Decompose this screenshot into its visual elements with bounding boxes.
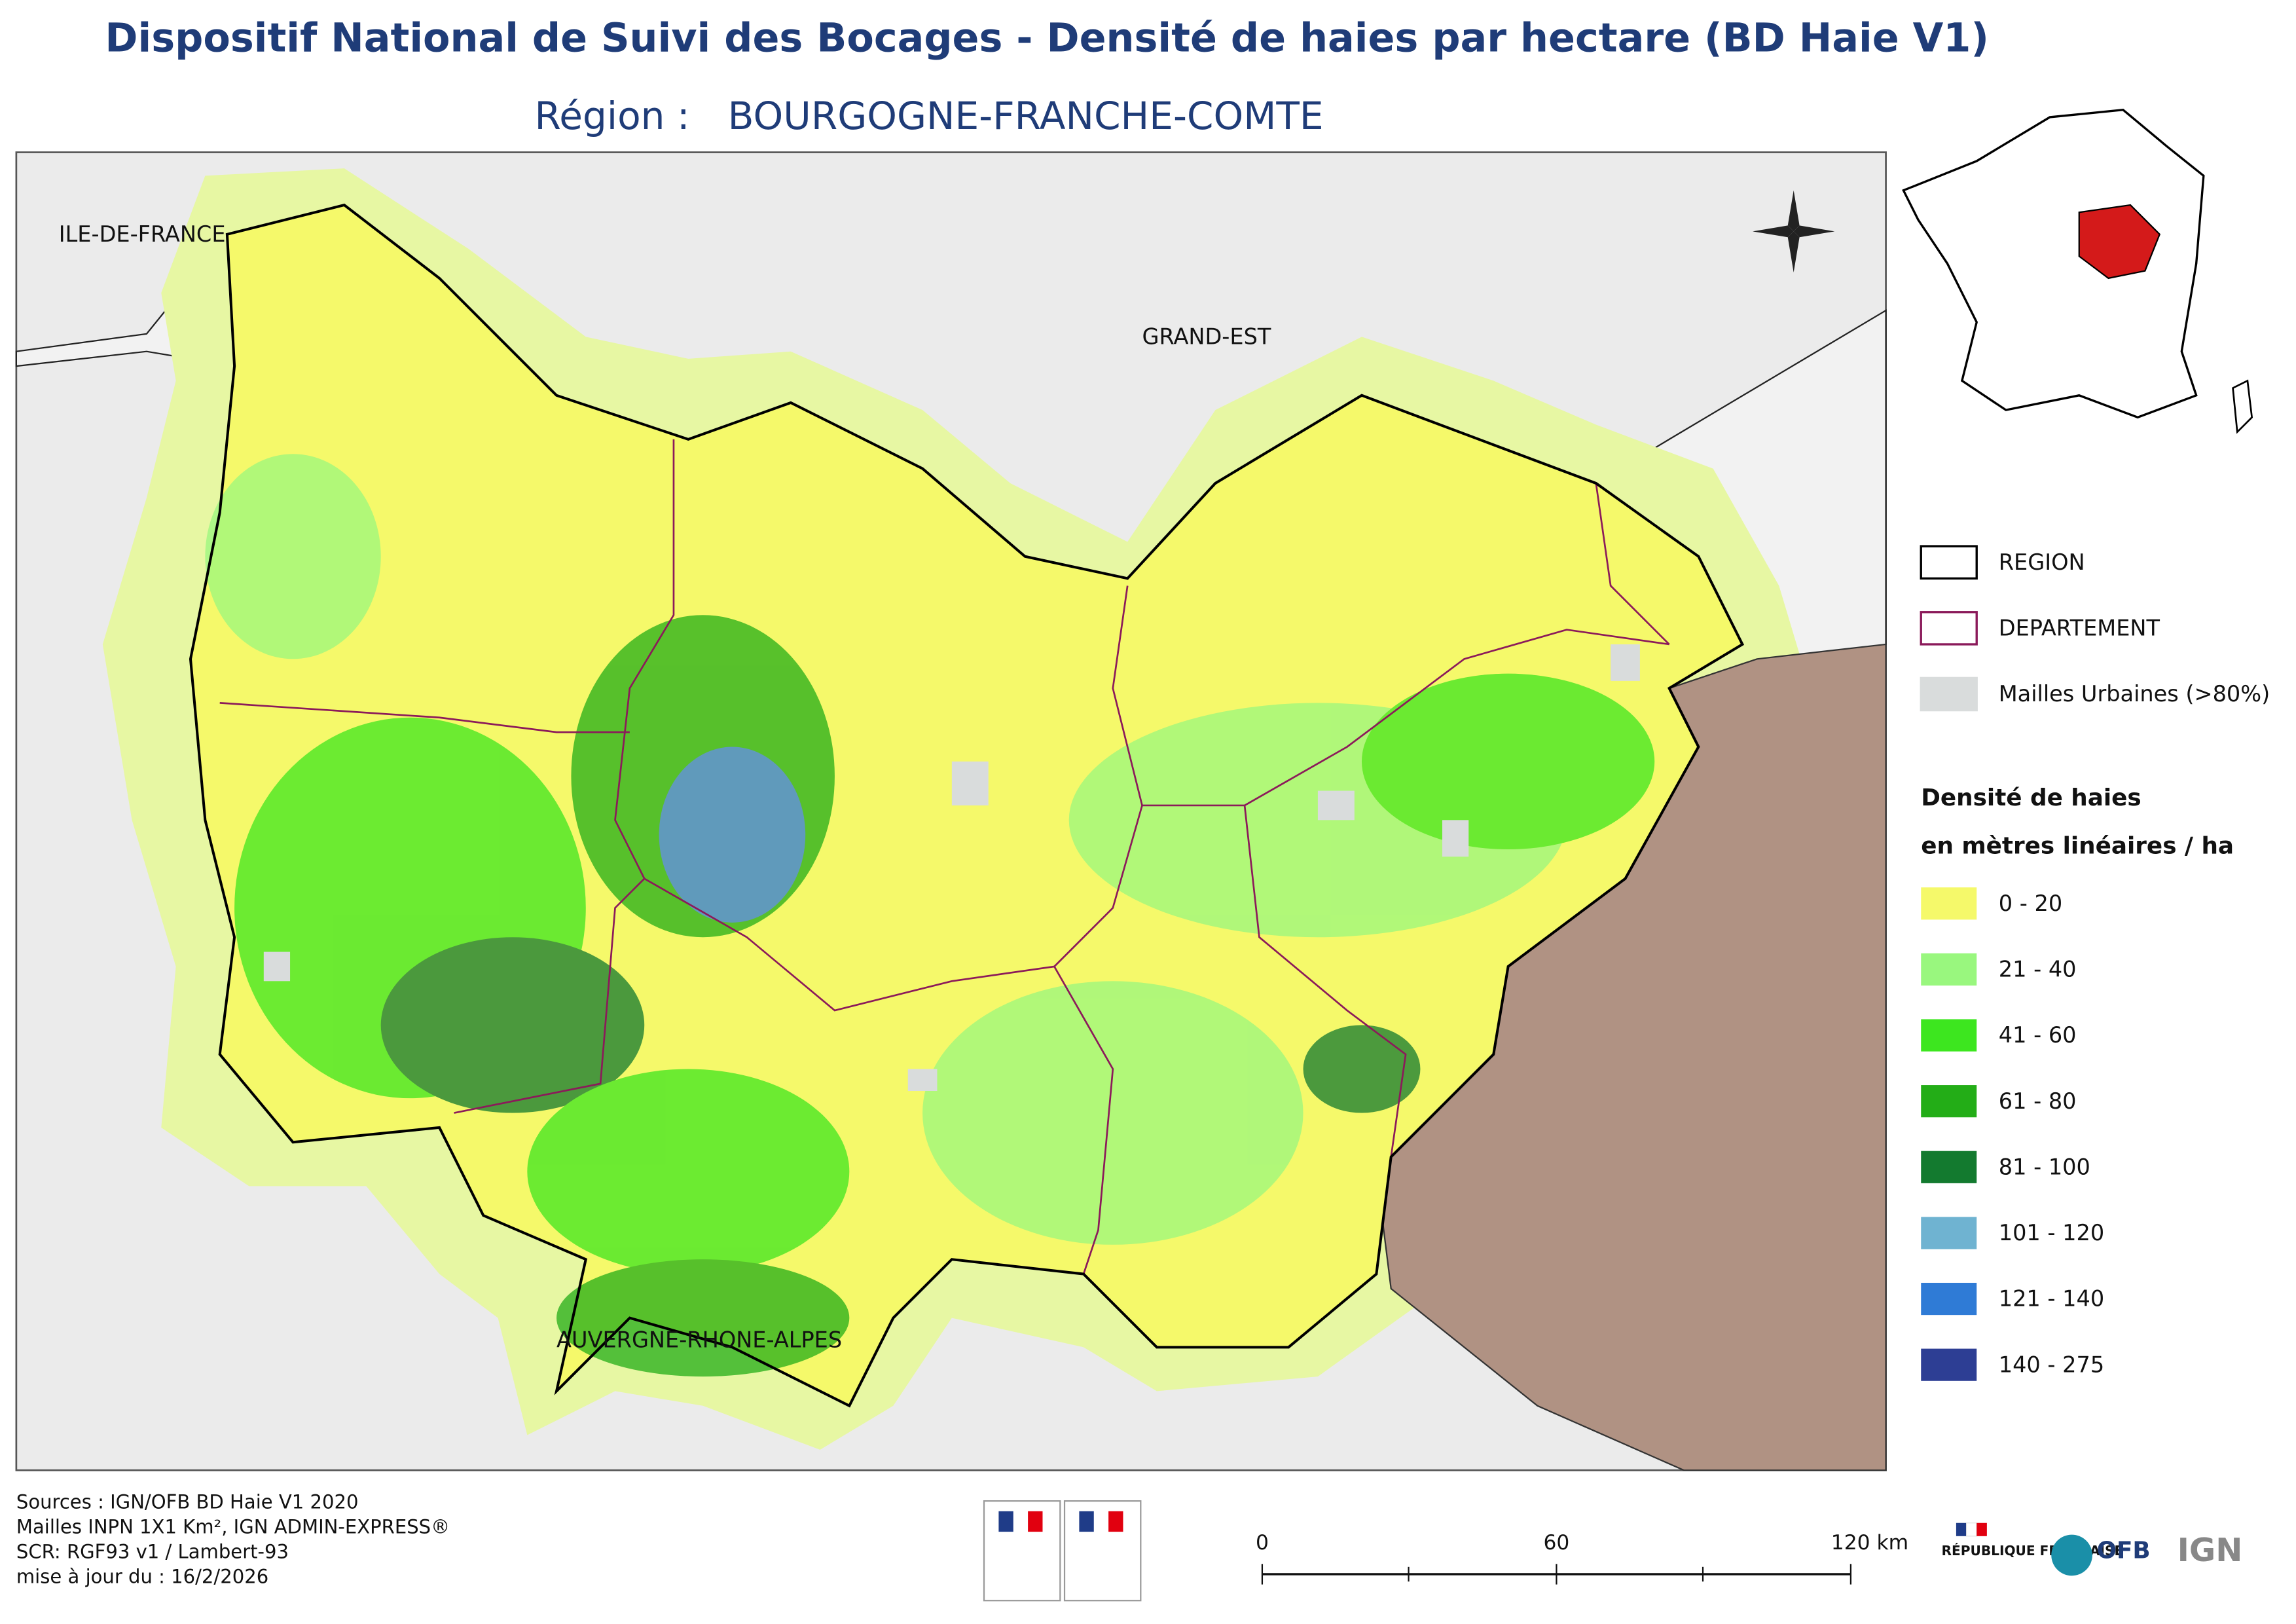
department-boundary xyxy=(454,877,646,1114)
scale-label: 0 xyxy=(1256,1531,1269,1555)
legend-swatch xyxy=(1920,545,1978,580)
legend-label: REGION xyxy=(1999,549,2085,575)
legend-label: 140 - 275 xyxy=(1999,1352,2104,1377)
legend-label: 41 - 60 xyxy=(1999,1022,2077,1048)
locator-map xyxy=(1902,108,2253,434)
region-boundary xyxy=(189,203,1745,1408)
department-boundary xyxy=(1595,483,1670,645)
scale-label: 60 xyxy=(1543,1531,1569,1555)
logo-text: RÉPUBLIQUE FRANÇAISE xyxy=(1942,1543,2124,1559)
legend-swatch xyxy=(1921,1085,1977,1118)
legend-swatch xyxy=(1921,1348,1977,1381)
place-label: ILE-DE-FRANCE xyxy=(59,221,226,247)
department-boundary xyxy=(219,702,630,733)
legend-swatch xyxy=(1921,887,1977,920)
scale-label: 120 km xyxy=(1831,1531,1908,1555)
legend: Densité de haies en mètres linéaires / h… xyxy=(1920,545,2270,1381)
legend-swatch xyxy=(1921,1019,1977,1052)
logo-text: IGN xyxy=(2178,1531,2243,1569)
legend-title: en mètres linéaires / ha xyxy=(1921,833,2234,860)
legend-swatch xyxy=(1921,1151,1977,1183)
legend-swatch xyxy=(1921,1217,1977,1249)
place-label: GRAND-EST xyxy=(1142,324,1271,350)
source-line: SCR: RGF93 v1 / Lambert-93 xyxy=(16,1540,289,1562)
source-line: Mailles INPN 1X1 Km², IGN ADMIN-EXPRESS® xyxy=(16,1515,450,1538)
ministry-logos xyxy=(983,1500,1142,1602)
legend-label: 101 - 120 xyxy=(1999,1220,2104,1246)
legend-label: 81 - 100 xyxy=(1999,1154,2090,1179)
legend-swatch xyxy=(1920,676,1978,712)
department-boundary xyxy=(1053,966,1114,1274)
source-line: Sources : IGN/OFB BD Haie V1 2020 xyxy=(16,1490,359,1513)
compass-rose xyxy=(1753,190,1835,272)
partner-logos: RÉPUBLIQUE FRANÇAISE OFB IGN xyxy=(1942,1522,2243,1576)
legend-swatch xyxy=(1920,611,1978,646)
scale-bar: 0 60 120 km xyxy=(1256,1531,1908,1585)
map-frame: ILE-DE-FRANCE GRAND-EST AUVERGNE-RHONE-A… xyxy=(15,151,1887,1471)
region-name: BOURGOGNE-FRANCHE-COMTE xyxy=(728,94,1324,138)
logo-text: OFB xyxy=(2097,1537,2151,1564)
legend-label: DEPARTEMENT xyxy=(1999,616,2160,641)
hedge-density-patches xyxy=(205,454,1655,1377)
legend-swatch xyxy=(1921,1282,1977,1316)
legend-label: 0 - 20 xyxy=(1999,891,2062,916)
region-label: Région : xyxy=(535,94,690,138)
legend-label: 21 - 40 xyxy=(1999,957,2077,982)
sources: Sources : IGN/OFB BD Haie V1 2020 Maille… xyxy=(16,1490,450,1587)
legend-label: Mailles Urbaines (>80%) xyxy=(1999,681,2270,707)
source-line: mise à jour du : 16/2/2026 xyxy=(16,1565,268,1587)
department-boundary xyxy=(1142,629,1669,807)
legend-title: Densité de haies xyxy=(1921,784,2141,811)
urban-cells xyxy=(263,644,1640,1092)
legend-swatch xyxy=(1921,953,1977,986)
department-boundary xyxy=(1243,805,1407,1157)
legend-label: 121 - 140 xyxy=(1999,1286,2104,1312)
title: Dispositif National de Suivi des Bocages… xyxy=(105,15,1989,61)
place-label: AUVERGNE-RHONE-ALPES xyxy=(556,1327,842,1352)
legend-label: 61 - 80 xyxy=(1999,1088,2077,1114)
